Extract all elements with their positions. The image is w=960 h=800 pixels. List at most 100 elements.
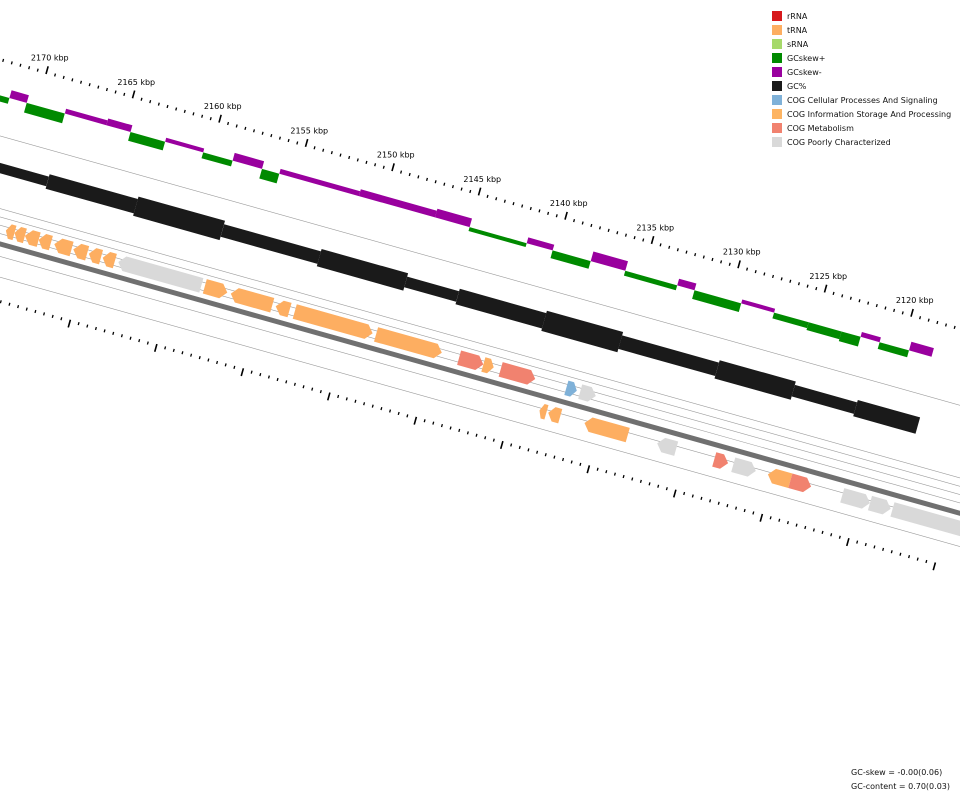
legend-swatch [772, 137, 782, 147]
gc-content-bar [133, 196, 225, 241]
ruler-minor-tick [34, 309, 37, 314]
feature-arrow [24, 230, 41, 247]
ruler-minor-tick [293, 382, 296, 386]
ruler-minor-tick [616, 231, 619, 235]
ruler-minor-tick [812, 528, 815, 532]
ruler-minor-tick [114, 90, 117, 94]
ruler-minor-tick [233, 365, 236, 369]
feature-arrow [118, 256, 204, 293]
ruler-minor-tick [510, 443, 513, 447]
feature-arrow [230, 288, 275, 313]
ruler-minor-tick [832, 291, 835, 296]
legend-item-cog-poorly: COG Poorly Characterized [772, 135, 951, 149]
ruler-minor-tick [460, 187, 463, 191]
ruler-minor-tick [345, 397, 348, 401]
ruler-minor-tick [2, 58, 5, 63]
feature-arrow [498, 362, 536, 385]
legend-label: tRNA [787, 25, 808, 35]
track-guide-line [0, 208, 960, 479]
ruler-minor-tick [830, 533, 833, 537]
gc-skew-bar [550, 250, 591, 269]
ruler-minor-tick [631, 477, 634, 481]
ruler-minor-tick [804, 525, 807, 530]
ruler-minor-tick [54, 73, 57, 77]
gc-skew-bar [860, 332, 881, 343]
legend: rRNA tRNA sRNA GCskew+ GCskew- GC% COG C… [772, 9, 951, 149]
gc-content-bar [316, 249, 409, 291]
ruler-major-tick [586, 465, 591, 474]
track-guide-line [0, 216, 960, 487]
ruler-minor-tick [849, 296, 852, 300]
gc-content-bar [618, 335, 719, 376]
ruler-minor-tick [287, 138, 290, 143]
ruler-minor-tick [778, 518, 781, 522]
ruler-minor-tick [694, 252, 697, 257]
ruler-minor-tick [417, 175, 420, 179]
gc-skew-bar [741, 299, 776, 313]
ruler-minor-tick [691, 494, 694, 498]
legend-label: COG Metabolism [787, 123, 854, 133]
ruler-minor-tick [261, 131, 264, 135]
ruler-minor-tick [771, 274, 775, 279]
ruler-minor-tick [944, 323, 948, 327]
outer-kbp-ruler: 2170 kbp 2165 kbp 2160 kbp 2155 kbp 2150 kbp… [2, 54, 956, 330]
ruler-minor-tick [19, 63, 22, 67]
feature-arrow [88, 248, 103, 265]
ruler-minor-tick [786, 521, 789, 525]
ruler-minor-tick [717, 501, 720, 505]
ruler-minor-tick [503, 199, 506, 203]
ruler-minor-tick [374, 163, 377, 167]
ruler-minor-tick [648, 482, 651, 486]
ruler-minor-tick [408, 172, 411, 177]
ruler-minor-tick [278, 136, 281, 140]
gc-content-bar [455, 288, 547, 329]
ruler-minor-tick [797, 282, 800, 286]
ruler-minor-tick [720, 260, 723, 264]
ruler-minor-tick [908, 555, 911, 559]
ruler-minor-tick [746, 267, 749, 271]
legend-swatch [772, 25, 782, 35]
ruler-major-tick [131, 90, 136, 99]
feature-arrow [374, 327, 442, 359]
ruler-minor-tick [633, 235, 636, 240]
legend-swatch [772, 123, 782, 133]
gc-skew-bar [0, 95, 10, 104]
feature-arrow [73, 243, 90, 261]
ruler-minor-tick [590, 223, 593, 228]
ruler-minor-tick [642, 238, 645, 242]
ruler-major-tick [413, 416, 418, 425]
ruler-minor-tick [224, 363, 227, 367]
ruler-minor-tick [190, 353, 193, 357]
ruler-minor-tick [538, 209, 541, 213]
ruler-minor-tick [181, 351, 184, 355]
feature-arrow [102, 252, 117, 269]
ruler-minor-tick [17, 305, 20, 309]
gc-skew-bar [24, 102, 65, 124]
ruler-minor-tick [192, 112, 195, 116]
ruler-minor-tick [112, 331, 115, 335]
ruler-minor-tick [406, 414, 409, 418]
ruler-major-tick [650, 235, 655, 245]
ruler-minor-tick [562, 457, 565, 462]
ruler-minor-tick [175, 107, 178, 111]
legend-item-trna: tRNA [772, 23, 951, 37]
ruler-minor-tick [579, 462, 582, 467]
tick-label: 2155 kbp [290, 126, 328, 135]
feature-arrow [584, 417, 630, 443]
ruler-minor-tick [901, 311, 904, 315]
gc-skew-track [0, 90, 934, 358]
gc-skew-bar [877, 342, 909, 358]
ruler-minor-tick [553, 455, 556, 459]
gc-skew-bar [259, 168, 280, 184]
feature-arrow [481, 357, 494, 374]
ruler-major-tick [737, 260, 741, 269]
gc-skew-bar [64, 108, 108, 126]
legend-item-gcskew-plus: GCskew+ [772, 51, 951, 65]
ruler-minor-tick [596, 467, 599, 471]
ruler-minor-tick [36, 68, 39, 72]
gc-skew-bar [838, 331, 861, 347]
ruler-minor-tick [711, 257, 714, 262]
ruler-minor-tick [423, 419, 426, 423]
ruler-major-tick [672, 489, 677, 498]
ruler-minor-tick [216, 360, 219, 365]
